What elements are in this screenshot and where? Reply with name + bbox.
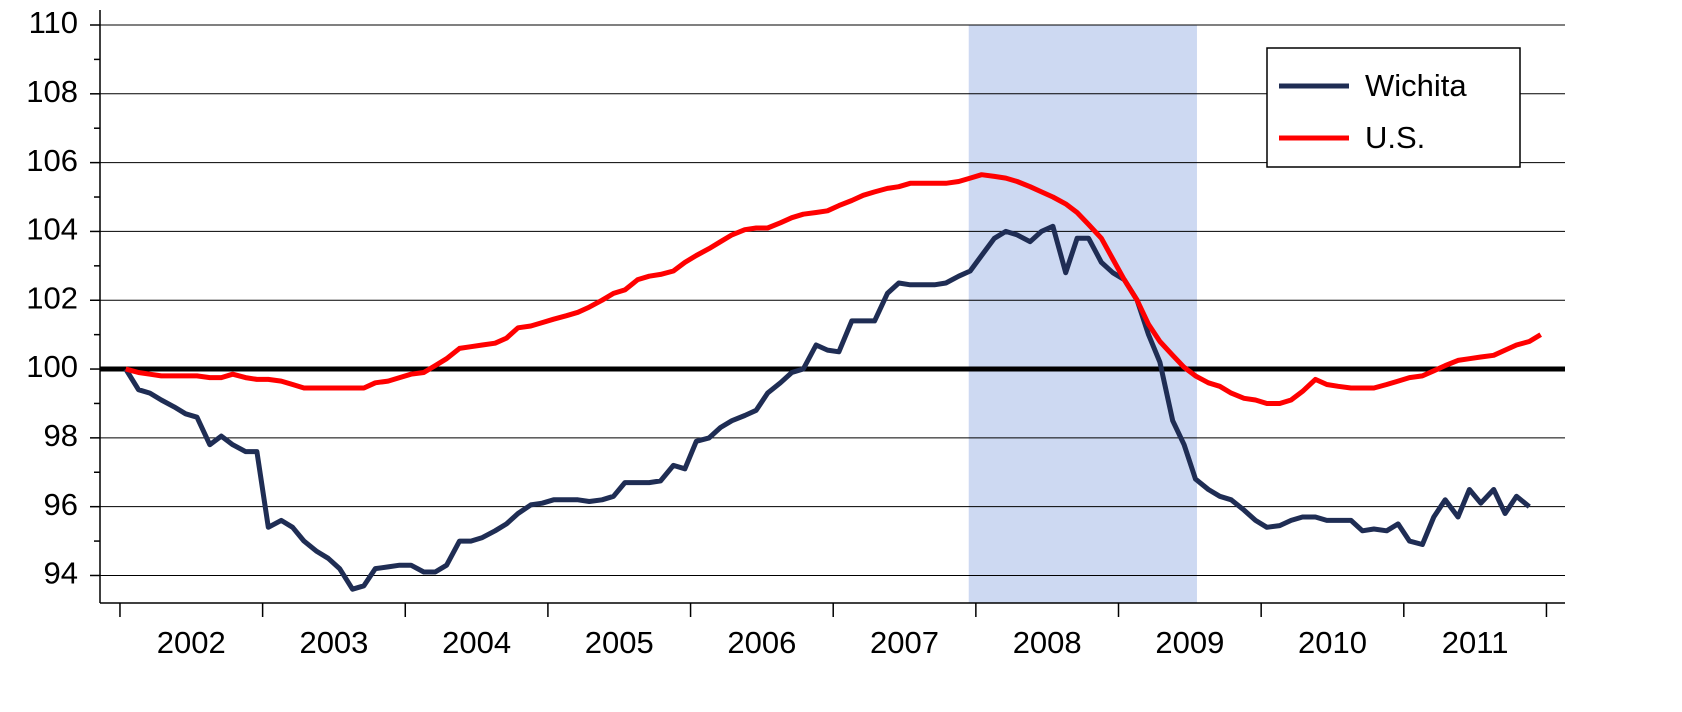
y-tick-label: 98 [44, 418, 78, 453]
series-line [125, 172, 1542, 406]
y-tick-label: 94 [44, 556, 78, 591]
y-tick-label: 96 [44, 487, 78, 522]
x-tick-label: 2010 [1298, 625, 1367, 660]
shaded-region [968, 25, 1197, 603]
x-tick-label: 2008 [1013, 625, 1082, 660]
x-tick-label: 2007 [870, 625, 939, 660]
y-tick-label: 110 [29, 5, 78, 40]
x-tick-label: 2002 [157, 625, 226, 660]
x-tick-label: 2004 [442, 625, 511, 660]
legend-box [1266, 47, 1521, 168]
legend-label: Wichita [1365, 68, 1467, 103]
y-tick-label: 106 [26, 143, 78, 178]
x-tick-label: 2005 [585, 625, 654, 660]
y-tick-label: 104 [26, 212, 78, 247]
y-tick-label: 102 [26, 280, 78, 315]
x-tick-label: 2011 [1442, 625, 1509, 660]
y-tick-label: 108 [26, 74, 78, 109]
x-tick-label: 2003 [299, 625, 368, 660]
legend-label: U.S. [1365, 120, 1425, 155]
y-tick-label: 100 [26, 349, 78, 384]
x-tick-label: 2006 [727, 625, 796, 660]
series-line [123, 223, 1531, 592]
x-tick-label: 2009 [1155, 625, 1224, 660]
